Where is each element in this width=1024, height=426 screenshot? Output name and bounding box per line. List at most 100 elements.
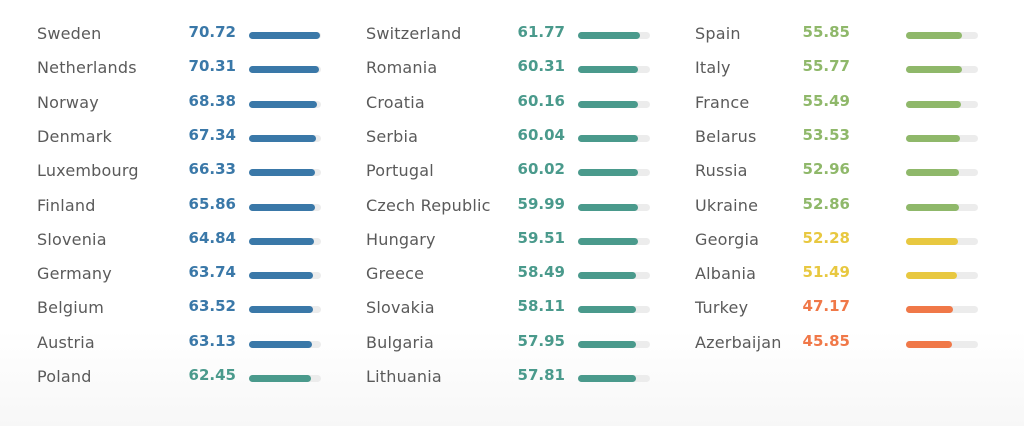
row-denmark: Denmark 67.34: [37, 125, 321, 149]
bar-track: [578, 341, 650, 348]
row-greece: Greece 58.49: [366, 262, 650, 286]
bar-track: [249, 238, 321, 245]
bar-track: [906, 238, 978, 245]
bar-netherlands: [249, 66, 320, 73]
bar-georgia: [906, 238, 959, 245]
data-label: 52.86: [802, 195, 850, 213]
bar-belarus: [906, 135, 960, 142]
bar-italy: [906, 66, 962, 73]
bar-albania: [906, 272, 958, 279]
bar-hungary: [578, 238, 638, 245]
country-label: Netherlands: [37, 58, 137, 77]
data-label: 60.04: [517, 126, 565, 144]
row-croatia: Croatia 60.16: [366, 91, 650, 115]
data-label: 66.33: [188, 160, 236, 178]
bar-turkey: [906, 306, 954, 313]
country-label: Albania: [695, 264, 757, 283]
country-label: Austria: [37, 333, 95, 352]
data-label: 63.52: [188, 297, 236, 315]
data-label: 47.17: [802, 297, 850, 315]
bar-track: [578, 238, 650, 245]
bar-track: [249, 341, 321, 348]
bar-russia: [906, 169, 959, 176]
data-label: 53.53: [802, 126, 850, 144]
data-label: 64.84: [188, 229, 236, 247]
country-label: Belgium: [37, 298, 104, 317]
bar-track: [906, 135, 978, 142]
country-label: Belarus: [695, 127, 757, 146]
country-label: Greece: [366, 264, 425, 283]
country-label: Ukraine: [695, 196, 759, 215]
data-label: 57.95: [517, 332, 565, 350]
bar-france: [906, 101, 962, 108]
data-label: 60.02: [517, 160, 565, 178]
row-belarus: Belarus 53.53: [695, 125, 978, 149]
country-label: Norway: [37, 93, 99, 112]
row-switzerland: Switzerland 61.77: [366, 22, 650, 46]
bar-track: [578, 135, 650, 142]
data-label: 55.85: [802, 23, 850, 41]
bar-track: [249, 101, 321, 108]
data-label: 63.13: [188, 332, 236, 350]
country-label: Hungary: [366, 230, 436, 249]
data-label: 60.31: [517, 57, 565, 75]
bar-track: [249, 204, 321, 211]
data-label: 55.49: [802, 92, 850, 110]
data-label: 52.96: [802, 160, 850, 178]
bar-slovakia: [578, 306, 637, 313]
bar-track: [906, 169, 978, 176]
country-label: Germany: [37, 264, 112, 283]
country-label: Serbia: [366, 127, 419, 146]
bar-switzerland: [578, 32, 640, 39]
bar-czech-republic: [578, 204, 638, 211]
bar-belgium: [249, 306, 313, 313]
bar-track: [578, 32, 650, 39]
country-label: Sweden: [37, 24, 102, 43]
data-label: 51.49: [802, 263, 850, 281]
data-label: 52.28: [802, 229, 850, 247]
bar-track: [249, 169, 321, 176]
row-norway: Norway 68.38: [37, 91, 321, 115]
bar-track: [906, 341, 978, 348]
bar-serbia: [578, 135, 639, 142]
data-label: 60.16: [517, 92, 565, 110]
bar-greece: [578, 272, 637, 279]
bar-azerbaijan: [906, 341, 952, 348]
bar-track: [906, 101, 978, 108]
row-ukraine: Ukraine 52.86: [695, 194, 978, 218]
bar-track: [578, 169, 650, 176]
bar-spain: [906, 32, 962, 39]
bar-track: [906, 204, 978, 211]
data-label: 55.77: [802, 57, 850, 75]
row-portugal: Portugal 60.02: [366, 159, 650, 183]
row-serbia: Serbia 60.04: [366, 125, 650, 149]
country-label: Switzerland: [366, 24, 462, 43]
bar-germany: [249, 272, 313, 279]
bar-romania: [578, 66, 639, 73]
data-label: 58.11: [517, 297, 565, 315]
bar-poland: [249, 375, 312, 382]
bar-portugal: [578, 169, 639, 176]
country-label: Bulgaria: [366, 333, 434, 352]
row-italy: Italy 55.77: [695, 56, 978, 80]
row-germany: Germany 63.74: [37, 262, 321, 286]
row-finland: Finland 65.86: [37, 194, 321, 218]
bar-sweden: [249, 32, 320, 39]
data-label: 58.49: [517, 263, 565, 281]
row-georgia: Georgia 52.28: [695, 228, 978, 252]
row-czech-republic: Czech Republic 59.99: [366, 194, 650, 218]
row-slovenia: Slovenia 64.84: [37, 228, 321, 252]
country-label: Georgia: [695, 230, 760, 249]
bar-track: [578, 66, 650, 73]
row-sweden: Sweden 70.72: [37, 22, 321, 46]
country-label: Spain: [695, 24, 741, 43]
country-label: Denmark: [37, 127, 112, 146]
data-label: 68.38: [188, 92, 236, 110]
bar-track: [249, 66, 321, 73]
row-luxembourg: Luxembourg 66.33: [37, 159, 321, 183]
row-spain: Spain 55.85: [695, 22, 978, 46]
bar-ukraine: [906, 204, 959, 211]
data-label: 63.74: [188, 263, 236, 281]
bar-track: [249, 32, 321, 39]
